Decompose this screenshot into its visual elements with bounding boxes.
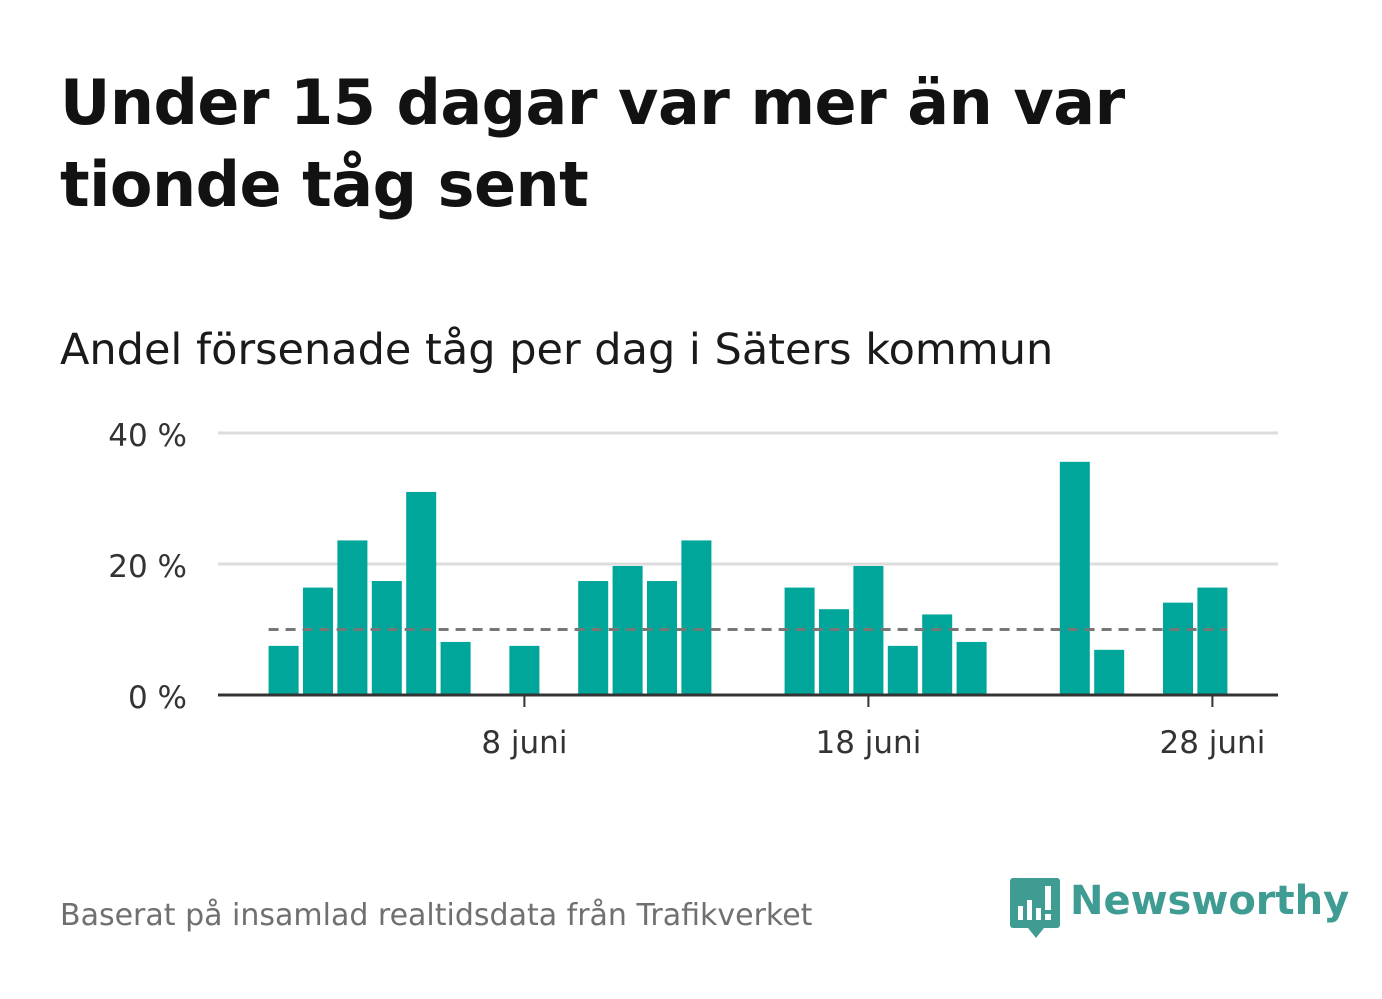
axes: 0 % 20 % 40 % 8 juni 18 juni 28 juni <box>108 418 1278 761</box>
bar <box>337 540 368 695</box>
newsworthy-logo-icon <box>1010 878 1060 938</box>
bar <box>1163 602 1193 695</box>
x-tick-label: 28 juni <box>1159 725 1265 761</box>
bar <box>647 581 677 695</box>
bar <box>1094 649 1125 695</box>
bar <box>440 641 471 695</box>
bar <box>406 491 437 695</box>
bar <box>1059 461 1090 695</box>
chart-subtitle: Andel försenade tåg per dag i Säters kom… <box>60 325 1054 375</box>
bar <box>887 645 918 695</box>
y-tick-label: 40 % <box>108 418 187 454</box>
x-tick-label: 18 juni <box>815 725 921 761</box>
bar <box>922 614 953 695</box>
newsworthy-logo: Newsworthy <box>1010 878 1349 940</box>
bars <box>268 461 1228 695</box>
bar <box>371 581 402 695</box>
x-tick-label: 8 juni <box>481 725 567 761</box>
bar-chart: 0 % 20 % 40 % 8 juni 18 juni 28 juni <box>108 418 1278 761</box>
bar <box>578 581 609 695</box>
bar <box>303 587 333 695</box>
bar <box>1197 587 1228 695</box>
newsworthy-logo-text: Newsworthy <box>1070 878 1350 924</box>
source-note: Baserat på insamlad realtidsdata från Tr… <box>60 898 813 933</box>
bar <box>509 645 540 695</box>
y-tick-label: 20 % <box>108 549 187 585</box>
y-tick-label: 0 % <box>128 680 187 716</box>
chart-title: Under 15 dagar var mer än var tionde tåg… <box>60 66 1125 221</box>
bar <box>784 587 815 695</box>
bar <box>681 540 712 695</box>
gridlines <box>218 431 1278 566</box>
bar <box>819 609 849 695</box>
bar <box>268 645 299 695</box>
bar <box>956 641 987 695</box>
